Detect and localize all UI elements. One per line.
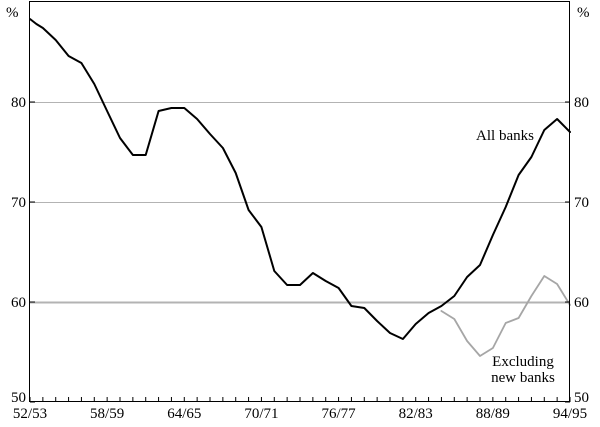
y-tick-label-right: 70 xyxy=(574,195,589,211)
series-label-excluding-new-banks: Excluding new banks xyxy=(491,354,555,386)
x-tick-label: 52/53 xyxy=(13,406,47,422)
series-line-all-banks xyxy=(29,18,571,340)
x-tick-label: 76/77 xyxy=(321,406,356,422)
grid-layer xyxy=(30,102,570,304)
left-unit-label: % xyxy=(6,5,19,21)
y-tick-label-left: 50 xyxy=(11,390,26,406)
y-tick-label-left: 60 xyxy=(11,295,26,311)
y-tick-label-left: 70 xyxy=(11,195,26,211)
plot-frame xyxy=(29,1,570,402)
series-line-excluding-new-banks xyxy=(440,275,571,357)
y-tick-label-right: 80 xyxy=(574,95,589,111)
x-tick-label: 58/59 xyxy=(90,406,124,422)
y-tick-label-right: 60 xyxy=(574,295,589,311)
y-tick-label-right: 50 xyxy=(574,390,589,406)
series-layer xyxy=(29,18,571,357)
x-tick-label: 88/89 xyxy=(476,406,510,422)
x-tick-label: 94/95 xyxy=(553,406,587,422)
series-label-all-banks: All banks xyxy=(476,128,534,144)
x-tick-label: 64/65 xyxy=(167,406,201,422)
x-tick-label: 70/71 xyxy=(244,406,278,422)
right-unit-label: % xyxy=(577,5,590,21)
y-tick-label-left: 80 xyxy=(11,95,26,111)
x-tick-label: 82/83 xyxy=(399,406,433,422)
tick-layer: 50 50 60 60 70 70 80 80 52/53 58/59 64/65 70/71 76/7… xyxy=(11,95,589,422)
label-layer: % % All banks Excluding new banks xyxy=(6,5,590,386)
